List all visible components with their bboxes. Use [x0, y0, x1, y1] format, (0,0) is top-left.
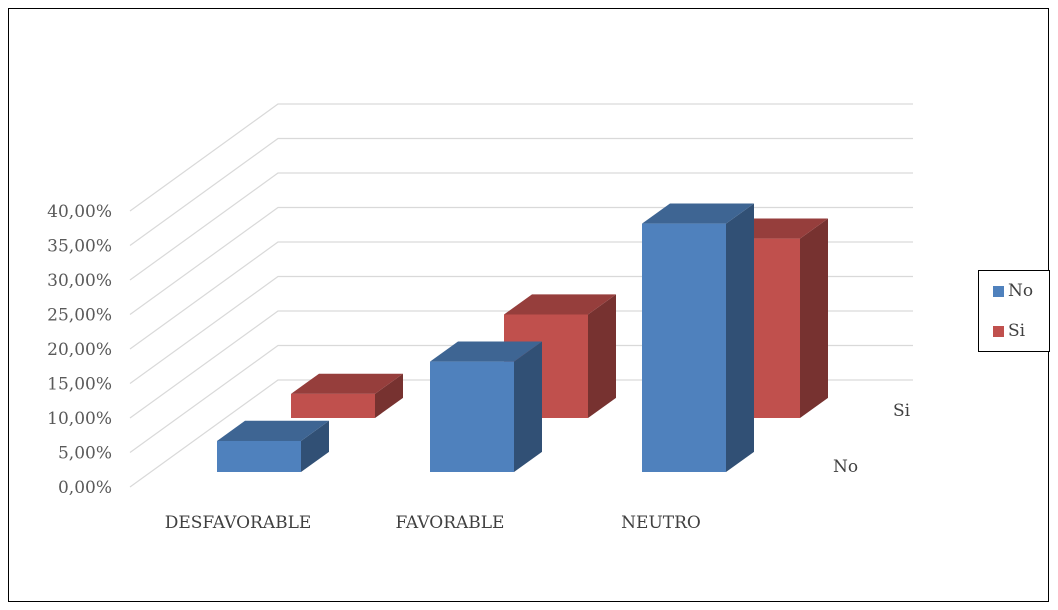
y-tick-label: 35,00% — [47, 237, 112, 257]
legend-swatch-si — [993, 325, 1004, 337]
bar-top — [217, 420, 329, 441]
depth-tick-label: Si — [893, 401, 911, 421]
x-axis-ticks: DESFAVORABLE FAVORABLE NEUTRO — [165, 513, 701, 533]
y-tick-label: 20,00% — [47, 340, 112, 360]
bar-front — [217, 440, 301, 472]
y-tick-label: 30,00% — [47, 271, 112, 291]
legend: No Si — [978, 270, 1050, 352]
bar-top — [291, 373, 403, 394]
bar-top — [430, 341, 542, 362]
bar-front — [291, 393, 375, 418]
bar-side — [514, 341, 542, 472]
y-tick-label: 15,00% — [47, 375, 112, 395]
legend-swatch-no — [993, 285, 1004, 297]
y-tick-label: 0,00% — [58, 478, 112, 498]
legend-item-no: No — [993, 281, 1033, 301]
bar-side — [588, 294, 616, 418]
gridline — [129, 103, 913, 212]
legend-item-si: Si — [993, 321, 1025, 341]
x-tick-label: NEUTRO — [621, 513, 701, 533]
bar-no-desfavorable — [217, 420, 329, 472]
bar-no-neutro — [642, 203, 754, 472]
bar-front — [642, 223, 726, 472]
bar-no-favorable — [430, 341, 542, 472]
bar-top — [504, 294, 616, 315]
y-axis-ticks: 0,00% 5,00% 10,00% 15,00% 20,00% 25,00% 30,00%… — [47, 202, 112, 498]
x-tick-label: DESFAVORABLE — [165, 513, 312, 533]
y-tick-label: 25,00% — [47, 306, 112, 326]
gridline — [129, 137, 913, 246]
y-tick-label: 5,00% — [58, 444, 112, 464]
bars — [217, 203, 828, 472]
bar-side — [800, 218, 828, 418]
bar-side — [375, 373, 403, 418]
bar-front — [430, 361, 514, 472]
bar-side — [301, 420, 329, 472]
gridline — [129, 172, 913, 281]
legend-label-si: Si — [1008, 321, 1026, 341]
x-tick-label: FAVORABLE — [396, 513, 505, 533]
bar-si-desfavorable — [291, 373, 403, 418]
bar-top — [642, 203, 754, 224]
y-tick-label: 40,00% — [47, 202, 112, 222]
legend-label-no: No — [1008, 281, 1034, 301]
depth-tick-label: No — [833, 457, 858, 477]
bar-side — [726, 203, 754, 472]
y-tick-label: 10,00% — [47, 409, 112, 429]
depth-axis-ticks: Si No — [833, 401, 911, 477]
